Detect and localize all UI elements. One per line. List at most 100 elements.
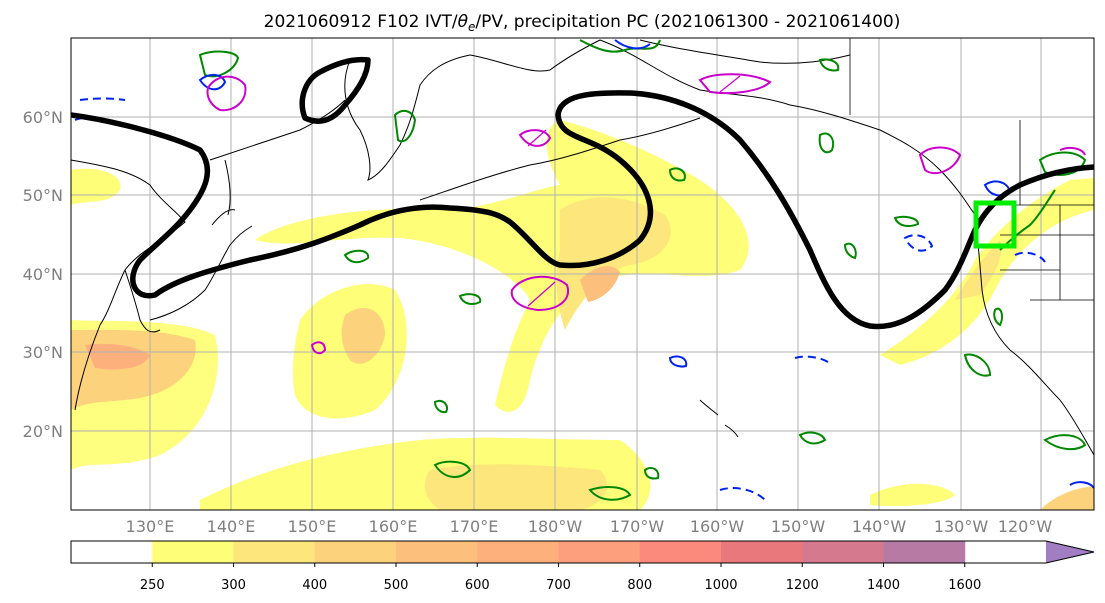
lat-label-30n: 30°N [23, 343, 63, 362]
green-contour-18 [999, 189, 1056, 251]
shading-blob-central-inner [341, 307, 385, 364]
colorbar-segment [721, 541, 803, 563]
shading-band-japan-core [85, 343, 150, 370]
lon-label-170e: 170°E [450, 517, 499, 536]
green-contour-20 [993, 307, 1004, 327]
shading-band-pacific-mid [556, 197, 671, 330]
magenta-contour-7 [1059, 146, 1086, 156]
coastline-bering [469, 39, 601, 72]
colorbar-tick-label: 500 [384, 578, 409, 593]
green-contour-1 [198, 50, 240, 78]
green-contour-7 [668, 167, 686, 182]
lat-label-40n: 40°N [23, 265, 63, 284]
magenta-contour-4 [698, 73, 772, 95]
blue-contour-9 [668, 355, 688, 368]
colorbar-tick-label: 300 [221, 578, 246, 593]
colorbar-tick-label: 700 [546, 578, 571, 593]
lon-label-150e: 150°E [288, 517, 337, 536]
blue-contour-10 [719, 487, 766, 501]
green-contour-13 [433, 460, 472, 478]
lon-label-160e: 160°E [369, 517, 418, 536]
jet-contour-main [71, 90, 1094, 330]
graticule [71, 38, 1094, 510]
latitude-axis: 60°N 50°N 40°N 30°N 20°N [23, 108, 63, 441]
coastline-korea-china [124, 269, 161, 333]
lon-label-140w: 140°W [852, 517, 907, 536]
colorbar-tick-label: 1400 [867, 578, 900, 593]
green-contour-16 [433, 399, 448, 414]
magenta-hatch-2 [527, 129, 547, 147]
ivt-shading [71, 120, 1094, 510]
lon-label-150w: 150°W [771, 517, 826, 536]
colorbar-segment [71, 541, 153, 563]
green-contour-4 [818, 132, 834, 154]
colorbar-segment [396, 541, 478, 563]
lat-label-20n: 20°N [23, 422, 63, 441]
magenta-contour-6 [310, 341, 327, 355]
coastlines [71, 39, 1094, 456]
colorbar: 250 300 400 500 600 700 800 1000 1200 1400 1600 [70, 540, 1095, 593]
magenta-contour-1 [206, 75, 247, 112]
green-contour-12 [1043, 434, 1087, 451]
lat-label-50n: 50°N [23, 186, 63, 205]
shading-band-pacific [255, 120, 749, 412]
shading-coast-inner [955, 240, 1002, 300]
target-region-box [973, 200, 1017, 249]
blue-contour-11 [1069, 481, 1094, 489]
colorbar-tick-label: 1200 [786, 578, 819, 593]
green-contour-17 [818, 58, 840, 72]
colorbar-segment [802, 541, 884, 563]
coastline-west-coast [974, 214, 1094, 456]
jet-contours [71, 56, 1094, 330]
colorbar-extend-arrow [1046, 541, 1094, 563]
magenta-contours [206, 73, 1086, 355]
colorbar-segment [233, 541, 316, 563]
colorbar-tick-label: 400 [302, 578, 327, 593]
lon-label-140e: 140°E [207, 517, 256, 536]
magenta-contour-5 [918, 146, 962, 175]
blue-contour-8 [794, 355, 829, 363]
magenta-hatch-1 [527, 281, 556, 307]
lon-label-170w: 170°W [610, 517, 665, 536]
green-contour-10 [963, 353, 992, 377]
blue-contour-7 [1014, 251, 1046, 263]
colorbar-segment [152, 541, 234, 563]
colorbar-segments [71, 541, 966, 563]
colorbar-segment [314, 541, 397, 563]
coastline-aleutians [419, 117, 701, 201]
colorbar-segment [639, 541, 722, 563]
shading-blob-west [71, 168, 121, 205]
blue-contour-4 [614, 39, 651, 50]
colorbar-tick-label: 800 [627, 578, 652, 593]
map-panel [70, 37, 1095, 511]
colorbar-tick-label: 600 [465, 578, 490, 593]
colorbar-tick-label: 250 [140, 578, 165, 593]
blue-contour-6 [903, 234, 934, 252]
jet-contour-loop [299, 56, 371, 124]
colorbar-outline [70, 540, 1095, 564]
lon-label-130w: 130°W [934, 517, 989, 536]
coastline-alaska [599, 39, 976, 216]
longitude-axis: 130°E 140°E 150°E 160°E 170°E 180°W 170°… [126, 517, 1053, 536]
shading-band-pacific-core [580, 266, 620, 302]
blue-contour-3 [74, 116, 116, 126]
blue-contour-2 [79, 97, 126, 101]
colorbar-tick-label: 1600 [948, 578, 981, 593]
lat-label-60n: 60°N [23, 108, 63, 127]
shading-band-south-inner [424, 464, 608, 510]
green-contour-14 [588, 486, 632, 501]
colorbar-ticks: 250 300 400 500 600 700 800 1000 1200 1400 1600 [140, 563, 981, 593]
figure-title: 2021060912 F102 IVT/θe/PV, precipitation… [264, 12, 901, 34]
green-contours [198, 39, 1087, 501]
lon-label-160w: 160°W [690, 517, 745, 536]
shading-bottom-mid [870, 483, 955, 507]
colorbar-segment [883, 541, 966, 563]
coastline-okhotsk [209, 99, 346, 161]
green-contour-3 [579, 39, 661, 53]
colorbar-segment [477, 541, 559, 563]
shading-bottom-right [1040, 486, 1094, 510]
green-contour-5 [343, 249, 370, 264]
green-contour-15 [798, 431, 827, 445]
colorbar-tick-label: 1000 [704, 578, 737, 593]
